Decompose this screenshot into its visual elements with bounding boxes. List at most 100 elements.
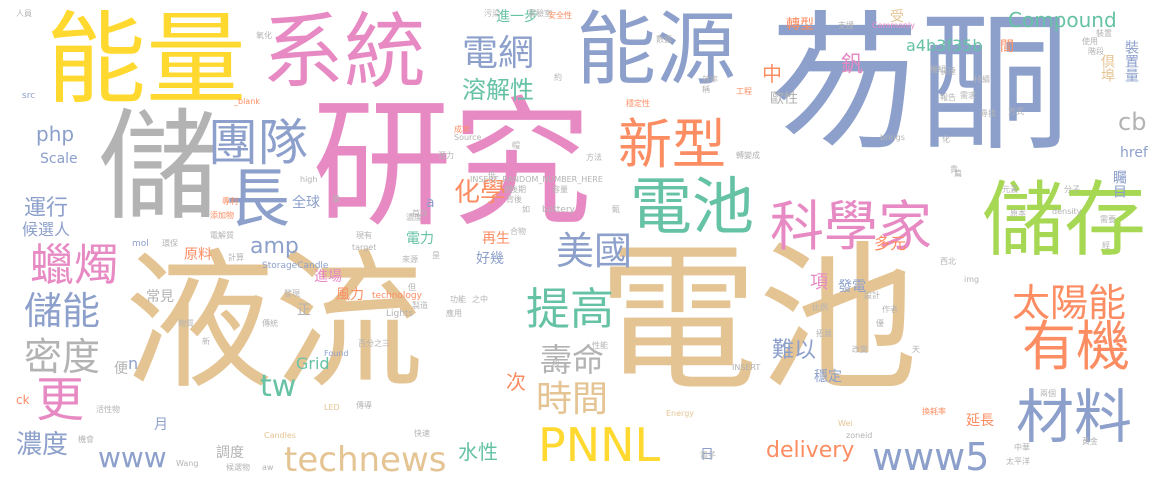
word: 正 [295,302,311,316]
word: aw [262,463,274,472]
word: 原本 [1010,209,1026,218]
word: www5 [872,435,990,479]
word: 稱 [702,85,710,94]
word: Wei [838,419,853,428]
word: technews [284,440,447,480]
word: 首次 [412,209,428,218]
word: 受 [890,9,904,25]
word: 數據 [656,35,672,44]
word: tw [260,369,297,404]
word: 添加物 [210,211,234,220]
word: 需求 [960,91,976,100]
word: cb [1118,108,1147,136]
word: Grid [296,354,330,373]
word: 候選人 [22,220,71,239]
word: 背後 [506,195,522,204]
word: LED [324,403,340,412]
word: 工程 [736,87,752,96]
word: 轉型 [786,17,814,33]
word: Wang [176,459,199,468]
word: 時間 [536,379,609,420]
word: 濃度 [406,213,422,222]
word: battery [542,205,575,215]
word: 原料 [184,247,212,263]
word: Found [324,349,349,358]
word: 容量 [552,185,568,194]
word: 團隊 [208,114,308,172]
word: 儲能 [24,289,101,333]
word: 儲存 [982,173,1147,268]
word: 密度 [24,335,101,379]
word: 經 [1102,241,1110,250]
word: 化 [942,135,950,144]
word: 專利 [222,197,238,206]
word: a4b3f35b [906,36,983,55]
word: 科學家 [770,195,932,258]
word: 全球 [292,195,320,211]
word: 長達 [940,67,956,76]
word: 需要 [1100,215,1116,224]
word: INSERT_RANDOM_NUMBER_HERE [470,175,603,184]
word: 再生 [482,231,510,247]
word: 合物 [510,227,526,236]
word: 倶埠 [1099,54,1115,82]
word: 成本 [454,125,470,134]
word: 功能 [450,295,466,304]
word: 之中 [472,295,488,304]
word: 設計 [864,291,880,300]
word: 階段 [1088,47,1104,56]
word: Compound [1008,8,1117,32]
word: 分子 [1064,185,1080,194]
word: 矚目 [1111,170,1127,198]
word: 換耗率 [922,407,946,416]
word: 溶解性 [462,76,534,104]
word: php [36,122,75,146]
word: 儲 [98,98,218,237]
word: 潛力 [438,151,454,160]
word: 人員 [16,9,32,18]
word: 裝置 [1096,29,1112,38]
word: 發電 [838,279,866,295]
word: 化學 [454,178,507,208]
word: 比例 [812,303,828,312]
word: 多元 [874,234,907,253]
word: src [22,91,36,101]
word: 元素 [1002,185,1018,194]
word: 新 [202,337,210,346]
word: 穩定 [814,369,842,385]
word: 裝置量 [1123,40,1139,82]
word: 使用 [1082,37,1098,46]
word: 方式 [1008,107,1024,116]
word: INSERT [732,363,761,372]
word: 歐性 [770,91,798,107]
word: 太平洋 [1006,457,1030,466]
word: a [426,195,435,211]
word: 電網 [462,33,535,74]
word: 甄 [612,205,620,214]
word: 好幾 [476,251,504,267]
word: 提高 [526,284,614,335]
word: 難以 [772,338,817,363]
word: 研究 [312,84,593,247]
word: amp [250,234,299,259]
word: 壽命 [540,341,605,379]
word: 發現 [284,289,300,298]
word: 環保 [162,239,178,248]
word: 機組 [930,65,946,74]
word: 液流 [124,236,425,410]
word: 電力 [406,231,434,247]
word: www [98,441,167,474]
word: 製造 [412,301,428,310]
word: 活性物 [96,405,120,414]
word: 性能 [592,341,608,350]
word: 水性 [458,440,498,464]
word: mol [132,239,149,249]
word: 能量 [46,1,246,118]
word: 效率 [702,75,718,84]
word: Candles [264,431,296,440]
word: 計算 [228,253,244,262]
word: 支援 [838,21,854,30]
word: 有機 [1022,315,1130,378]
word: 百分之三 [358,339,390,348]
word: 長 [226,163,290,237]
